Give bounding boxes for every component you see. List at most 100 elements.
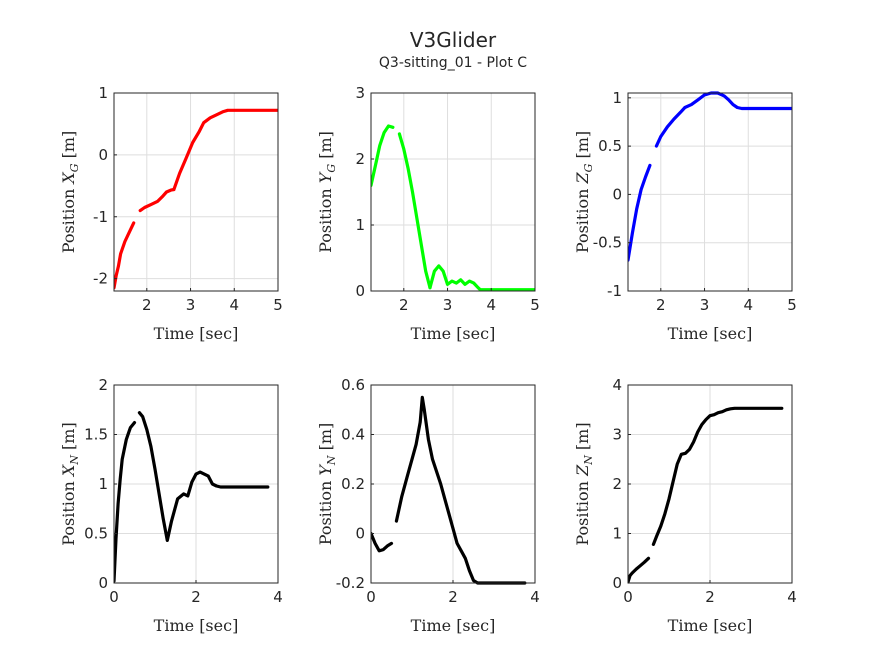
y-tick-label: 3 [612, 426, 622, 444]
x-tick-label: 2 [142, 296, 152, 314]
y-axis-label-symbol: X [59, 172, 78, 186]
y-tick-label: 0 [355, 525, 365, 543]
y-tick-label: 0.5 [84, 525, 108, 543]
x-axis-label: Time [sec] [668, 616, 753, 635]
x-tick-label: 2 [448, 588, 458, 606]
y-tick-label: 0 [612, 185, 622, 203]
y-axis-label-text: Position [573, 184, 592, 254]
y-axis-label-subscript: N [68, 455, 81, 466]
x-tick-label: 3 [443, 296, 453, 314]
y-axis-label-subscript: N [325, 455, 338, 466]
x-tick-label: 0 [109, 588, 119, 606]
x-axis-label: Time [sec] [668, 324, 753, 343]
series-group [114, 108, 278, 290]
x-tick-label: 5 [787, 296, 797, 314]
x-tick-label: 0 [623, 588, 633, 606]
y-tick-label: 1.5 [84, 426, 108, 444]
series-group [371, 124, 535, 292]
subplot-2: 2 3 4 5 0 1 2 3 Time [sec] Position YG [m] [316, 84, 540, 343]
y-axis-label: Position XG [m] [59, 131, 81, 254]
y-tick-label: 0 [98, 574, 108, 592]
figure-subtitle: Q3-sitting_01 - Plot C [379, 55, 527, 71]
x-axis-label: Time [sec] [411, 616, 496, 635]
y-axis-label-subscript: G [582, 163, 595, 172]
y-axis-label: Position ZG [m] [573, 131, 595, 253]
figure-title: V3Glider [410, 28, 497, 52]
x-tick-label: 0 [366, 588, 376, 606]
x-tick-label: 5 [273, 296, 283, 314]
series-line-1 [114, 221, 136, 290]
y-tick-label: 1 [98, 84, 108, 102]
y-axis-label-subscript: G [68, 163, 81, 172]
x-tick-label: 2 [705, 588, 715, 606]
x-tick-label: 4 [229, 296, 239, 314]
y-axis-label-text: Position [573, 476, 592, 546]
y-tick-label: -2 [93, 270, 108, 288]
series-line-2 [397, 132, 432, 290]
x-tick-label: 4 [787, 588, 797, 606]
y-tick-label: 0 [612, 574, 622, 592]
series-line-2 [394, 395, 527, 585]
y-axis-label-unit: [m] [59, 131, 78, 164]
series-line-2 [651, 406, 784, 547]
x-axis-label: Time [sec] [411, 324, 496, 343]
x-tick-label: 4 [743, 296, 753, 314]
series-line-1 [628, 163, 652, 262]
y-tick-label: 4 [612, 376, 622, 394]
y-axis-label-symbol: Z [573, 172, 592, 185]
y-axis-label-unit: [m] [573, 422, 592, 455]
axes-frame [113, 92, 279, 292]
y-tick-label: 1 [612, 89, 622, 107]
y-tick-label: 0.5 [598, 137, 622, 155]
y-axis-label-symbol: X [59, 464, 78, 478]
subplot-4: 0 2 4 0 0.5 1 1.5 2 Time [sec] Position XN [m] [59, 376, 283, 635]
subplot-3: 2 3 4 5 -1 -0.5 0 0.5 1 Time [sec] Position ZG [m] [573, 89, 797, 343]
axes-frame [370, 92, 536, 292]
series-line-2 [138, 187, 176, 213]
y-axis-label: Position YN [m] [316, 423, 338, 546]
y-axis-label-unit: [m] [59, 422, 78, 455]
y-tick-label: 0.6 [341, 376, 365, 394]
x-tick-label: 4 [530, 588, 540, 606]
y-axis-label-unit: [m] [316, 423, 335, 456]
y-tick-label: 0.2 [341, 475, 365, 493]
y-tick-label: -1 [93, 208, 108, 226]
series-group [114, 411, 270, 583]
x-tick-label: 2 [191, 588, 201, 606]
y-axis-label-unit: [m] [573, 131, 592, 164]
y-axis-label: Position ZN [m] [573, 422, 595, 545]
x-tick-label: 2 [656, 296, 666, 314]
series-line-1 [628, 556, 651, 584]
y-tick-label: 0.4 [341, 426, 365, 444]
series-line-2 [137, 411, 270, 543]
y-axis-label-subscript: N [582, 455, 595, 466]
series-line-1 [371, 531, 394, 553]
y-axis-label-text: Position [59, 476, 78, 546]
x-axis-label: Time [sec] [154, 324, 239, 343]
x-tick-label: 5 [530, 296, 540, 314]
x-tick-label: 2 [399, 296, 409, 314]
series-group [371, 395, 527, 585]
y-tick-label: 2 [98, 376, 108, 394]
series-line-1 [114, 421, 137, 583]
y-axis-label-symbol: Y [316, 464, 335, 476]
series-line-1 [371, 124, 395, 187]
y-tick-label: 0 [98, 146, 108, 164]
y-axis-label: Position YG [m] [316, 131, 338, 253]
y-axis-label-symbol: Y [316, 171, 335, 183]
plot-area [628, 93, 792, 291]
series-group [628, 406, 784, 584]
y-tick-label: -0.5 [593, 234, 622, 252]
axes-frame [627, 92, 793, 292]
plot-area [371, 93, 535, 291]
y-axis-label-subscript: G [325, 164, 338, 173]
y-tick-label: 1 [612, 525, 622, 543]
y-axis-label-text: Position [316, 183, 335, 253]
x-tick-label: 3 [700, 296, 710, 314]
y-tick-label: -0.2 [336, 574, 365, 592]
y-axis-label-unit: [m] [316, 131, 335, 164]
y-tick-label: -1 [607, 282, 622, 300]
